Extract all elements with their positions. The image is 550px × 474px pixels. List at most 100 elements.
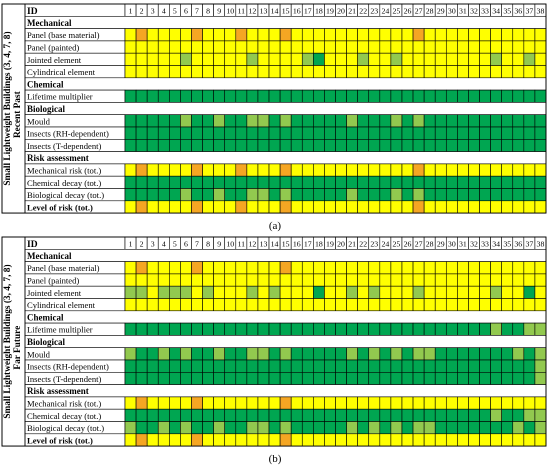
heatmap-cell (257, 40, 270, 54)
column-header-label: 24 (381, 239, 389, 248)
column-header-label: 32 (470, 239, 478, 248)
heatmap-cell (169, 359, 181, 373)
heatmap-cell (434, 52, 447, 66)
heatmap-cell (523, 163, 536, 177)
heatmap-cell (412, 371, 425, 385)
heatmap-cell (390, 114, 403, 128)
heatmap-cell (368, 200, 381, 214)
heatmap-cell (279, 261, 292, 275)
heatmap-cell (157, 371, 170, 385)
heatmap-cell (423, 285, 436, 299)
heatmap-cell (457, 52, 469, 66)
heatmap-cell (423, 52, 436, 66)
heatmap-cell (124, 40, 137, 54)
heatmap-cell (135, 261, 148, 275)
heatmap-cell (235, 175, 248, 189)
heatmap-cell (468, 433, 480, 447)
heatmap-cell (368, 89, 381, 103)
heatmap-cell (501, 298, 514, 312)
heatmap-cell (324, 421, 336, 435)
heatmap-cell (512, 359, 525, 373)
heatmap-cell (390, 175, 403, 189)
heatmap-cell (301, 89, 314, 103)
heatmap-cell (202, 40, 214, 54)
heatmap-cell (379, 28, 392, 42)
heatmap-cell (124, 322, 137, 336)
heatmap-cell (157, 322, 170, 336)
heatmap-cell (368, 273, 381, 287)
heatmap-cell (412, 188, 425, 202)
heatmap-cell (301, 65, 314, 79)
column-header-label: 18 (315, 6, 323, 15)
heatmap-cell (224, 371, 237, 385)
heatmap-cell (501, 188, 514, 202)
heatmap-cell (279, 347, 292, 361)
heatmap-cell (401, 298, 414, 312)
heatmap-cell (157, 408, 170, 422)
heatmap-cell (468, 139, 480, 152)
column-header-label: 23 (370, 6, 378, 15)
heatmap-cell (191, 322, 203, 336)
heatmap-cell (457, 89, 469, 103)
heatmap-cell (335, 175, 347, 189)
heatmap-cell (146, 163, 159, 177)
heatmap-cell (157, 200, 170, 214)
column-header-label: 3 (151, 6, 155, 15)
heatmap-cell (257, 359, 270, 373)
column-header-label: 19 (326, 239, 334, 248)
heatmap-cell (146, 371, 159, 385)
heatmap-cell (346, 188, 358, 202)
heatmap-cell (313, 114, 325, 128)
heatmap-cell (146, 40, 159, 54)
heatmap-cell (390, 433, 403, 447)
heatmap-cell (169, 396, 181, 410)
heatmap-cell (346, 126, 358, 140)
heatmap-cell (135, 396, 148, 410)
section-header-label: Risk assessment (27, 153, 89, 163)
row-label: Cylindrical element (27, 300, 96, 310)
heatmap-cell (445, 322, 458, 336)
id-header-cell (24, 3, 126, 17)
heatmap-cell (180, 396, 192, 410)
table-border (1, 3, 547, 214)
heatmap-cell (379, 175, 392, 189)
heatmap-cell (213, 273, 226, 287)
heatmap-cell (290, 89, 303, 103)
heatmap-cell (357, 371, 370, 385)
heatmap-cell (246, 28, 259, 42)
heatmap-cell (379, 40, 392, 54)
heatmap-cell (235, 200, 248, 214)
heatmap-cell (401, 408, 414, 422)
heatmap-cell (146, 273, 159, 287)
heatmap-cell (523, 285, 536, 299)
heatmap-cell (423, 421, 436, 435)
heatmap-cell (468, 28, 480, 42)
heatmap-cell (124, 285, 137, 299)
heatmap-cell (124, 200, 137, 214)
side-label: Small Lightweight Buildings (3, 4, 7, 8) (2, 31, 13, 185)
heatmap-cell (534, 421, 547, 435)
heatmap-cell (434, 285, 447, 299)
heatmap-cell (368, 347, 381, 361)
heatmap-cell (124, 421, 137, 435)
heatmap-cell (146, 408, 159, 422)
heatmap-cell (146, 114, 159, 128)
heatmap-cell (301, 371, 314, 385)
heatmap-cell (490, 65, 502, 79)
heatmap-cell (324, 188, 336, 202)
heatmap-cell (169, 28, 181, 42)
heatmap-cell (235, 126, 248, 140)
heatmap-cell (124, 396, 137, 410)
heatmap-cell (191, 126, 203, 140)
heatmap-cell (534, 65, 547, 79)
column-header-label: 7 (195, 239, 199, 248)
heatmap-cell (501, 359, 514, 373)
heatmap-cell (523, 126, 536, 140)
heatmap-cell (246, 396, 259, 410)
heatmap-cell (523, 359, 536, 373)
heatmap-cell (279, 139, 292, 152)
heatmap-cell (224, 273, 237, 287)
heatmap-cell (445, 163, 458, 177)
heatmap-cell (445, 408, 458, 422)
heatmap-cell (290, 175, 303, 189)
